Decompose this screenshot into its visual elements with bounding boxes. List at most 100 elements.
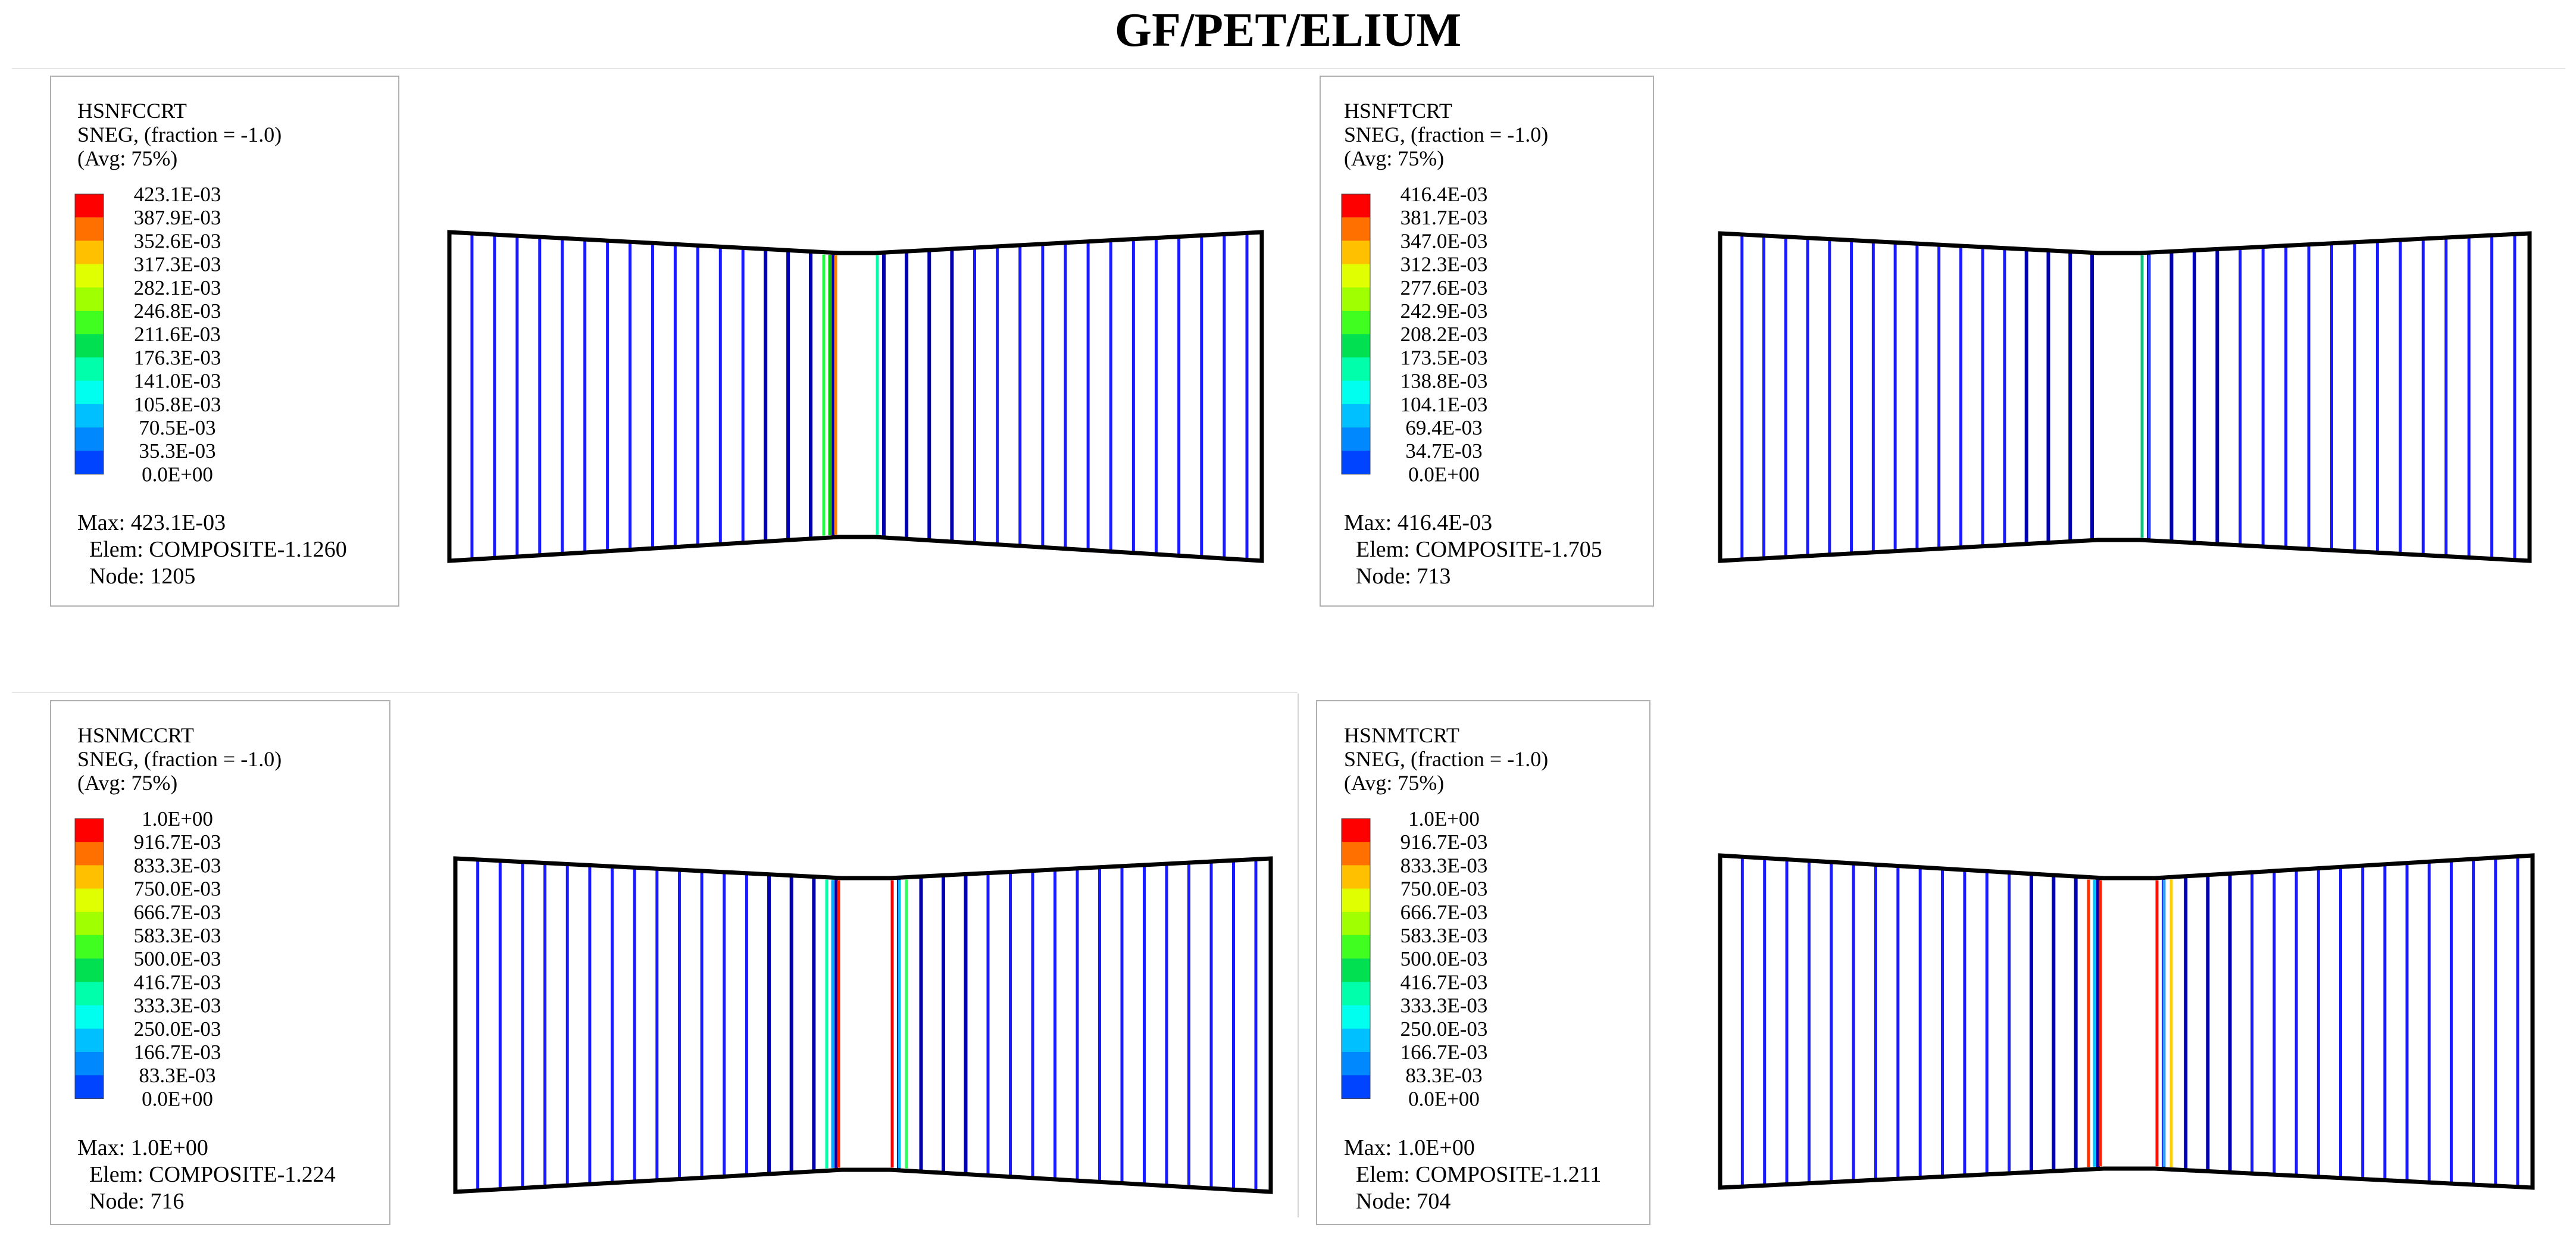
specimen-hsnftcrt (1718, 231, 2532, 563)
legend-color-swatch (1342, 865, 1370, 889)
legend-color-swatch (75, 1075, 104, 1099)
legend-hsnmccrt: HSNMCCRT SNEG, (fraction = -1.0) (Avg: 7… (50, 700, 390, 1225)
legend-max: Max: 416.4E-03 (1344, 510, 1492, 535)
legend-tick-label: 833.3E-03 (1400, 854, 1488, 877)
legend-color-swatch (75, 357, 104, 382)
legend-tick-label: 583.3E-03 (134, 924, 221, 947)
legend-tick-label: 333.3E-03 (1400, 994, 1488, 1017)
legend-color-swatch (75, 241, 104, 265)
legend-tick-labels: 1.0E+00 916.7E-03 833.3E-03 750.0E-03 66… (134, 807, 221, 1110)
legend-tick-label: 69.4E-03 (1405, 416, 1482, 439)
legend-color-swatch (1342, 958, 1370, 982)
panel-hsnfccrt: HSNFCCRT SNEG, (fraction = -1.0) (Avg: 7… (0, 71, 1298, 607)
legend-elem: Elem: COMPOSITE-1.224 (89, 1162, 336, 1187)
legend-color-swatch (75, 1005, 104, 1029)
legend-tick-label: 416.7E-03 (1400, 970, 1488, 994)
legend-color-swatch (75, 311, 104, 335)
legend-color-swatch (1342, 404, 1370, 428)
legend-hsnfccrt: HSNFCCRT SNEG, (fraction = -1.0) (Avg: 7… (50, 76, 399, 607)
specimen-hsnmccrt (453, 856, 1273, 1194)
legend-tick-label: 416.4E-03 (1400, 183, 1488, 206)
legend-node: Node: 704 (1356, 1189, 1450, 1214)
legend-color-swatch (75, 819, 104, 842)
legend-color-swatch (75, 888, 104, 913)
legend-tick-label: 34.7E-03 (1405, 439, 1482, 463)
legend-tick-label: 282.1E-03 (134, 276, 221, 299)
legend-tick-label: 750.0E-03 (1400, 877, 1488, 901)
legend-color-swatch (1342, 287, 1370, 311)
legend-color-swatch (1342, 451, 1370, 474)
legend-tick-label: 500.0E-03 (134, 947, 221, 970)
legend-tick-label: 1.0E+00 (1408, 807, 1480, 830)
legend-tick-label: 141.0E-03 (134, 370, 221, 393)
legend-color-swatch (1342, 911, 1370, 936)
legend-tick-label: 0.0E+00 (142, 1087, 213, 1110)
legend-color-swatch (75, 1052, 104, 1076)
legend-tick-label: 0.0E+00 (142, 463, 213, 486)
legend-elem: Elem: COMPOSITE-1.1260 (89, 537, 347, 562)
legend-tick-label: 833.3E-03 (134, 854, 221, 877)
legend-tick-label: 0.0E+00 (1408, 1087, 1480, 1110)
legend-tick-labels: 423.1E-03 387.9E-03 352.6E-03 317.3E-03 … (134, 183, 221, 486)
panel-hsnftcrt-svg: HSNFTCRT SNEG, (fraction = -1.0) (Avg: 7… (1320, 76, 2532, 607)
legend-hsnftcrt: HSNFTCRT SNEG, (fraction = -1.0) (Avg: 7… (1320, 76, 1654, 607)
legend-swatch-frame (1341, 818, 1371, 1099)
legend-swatches (1341, 818, 1371, 1099)
legend-tick-label: 83.3E-03 (139, 1064, 215, 1087)
legend-tick-label: 138.8E-03 (1400, 370, 1488, 393)
legend-tick-label: 666.7E-03 (1400, 901, 1488, 924)
legend-node: Node: 1205 (89, 564, 195, 589)
legend-node: Node: 716 (89, 1189, 184, 1214)
specimen-outline (453, 856, 1273, 1194)
specimen-outline (1718, 231, 2532, 563)
legend-elem: Elem: COMPOSITE-1.211 (1356, 1162, 1601, 1187)
legend-average: (Avg: 75%) (1344, 146, 1444, 170)
legend-tick-labels: 1.0E+00 916.7E-03 833.3E-03 750.0E-03 66… (1400, 807, 1488, 1110)
legend-tick-label: 176.3E-03 (134, 346, 221, 369)
legend-color-swatch (75, 451, 104, 474)
legend-swatch-frame (1341, 193, 1371, 474)
specimen-hsnfccrt (447, 230, 1264, 563)
legend-node: Node: 713 (1356, 564, 1450, 589)
legend-color-swatch (1342, 217, 1370, 241)
legend-color-swatch (75, 264, 104, 288)
legend-tick-label: 416.7E-03 (134, 970, 221, 994)
legend-color-swatch (1342, 1005, 1370, 1029)
legend-elem: Elem: COMPOSITE-1.705 (1356, 537, 1602, 562)
legend-average: (Avg: 75%) (1344, 771, 1444, 795)
legend-color-swatch (75, 427, 104, 451)
legend-color-swatch (75, 865, 104, 889)
legend-tick-label: 666.7E-03 (134, 901, 221, 924)
legend-subtitle: SNEG, (fraction = -1.0) (77, 747, 282, 771)
legend-color-swatch (75, 842, 104, 866)
top-divider (12, 68, 2565, 69)
legend-color-swatch (75, 287, 104, 311)
legend-tick-label: 35.3E-03 (139, 439, 215, 463)
legend-tick-label: 246.8E-03 (134, 299, 221, 323)
legend-color-swatch (75, 982, 104, 1006)
legend-subtitle: SNEG, (fraction = -1.0) (1344, 123, 1548, 146)
legend-color-swatch (1342, 1075, 1370, 1099)
legend-color-swatch (1342, 1028, 1370, 1053)
legend-tick-label: 352.6E-03 (134, 229, 221, 252)
legend-color-swatch (1342, 842, 1370, 866)
panel-hsnmccrt: HSNMCCRT SNEG, (fraction = -1.0) (Avg: 7… (0, 699, 1298, 1235)
legend-color-swatch (1342, 357, 1370, 382)
legend-tick-label: 105.8E-03 (134, 393, 221, 416)
legend-swatch-frame (74, 818, 104, 1099)
legend-color-swatch (75, 911, 104, 936)
legend-tick-label: 423.1E-03 (134, 183, 221, 206)
legend-tick-label: 381.7E-03 (1400, 206, 1488, 229)
legend-swatches (1341, 193, 1371, 474)
legend-variable: HSNMCCRT (77, 723, 194, 747)
legend-tick-label: 83.3E-03 (1405, 1064, 1482, 1087)
legend-tick-label: 211.6E-03 (134, 323, 221, 346)
legend-tick-label: 166.7E-03 (134, 1041, 221, 1064)
legend-tick-label: 500.0E-03 (1400, 947, 1488, 970)
legend-tick-label: 250.0E-03 (134, 1017, 221, 1041)
middle-divider-left (12, 692, 1298, 693)
legend-tick-label: 242.9E-03 (1400, 299, 1488, 323)
legend-hsnmtcrt: HSNMTCRT SNEG, (fraction = -1.0) (Avg: 7… (1316, 700, 1650, 1225)
legend-box (1316, 700, 1650, 1225)
legend-swatches (74, 818, 104, 1099)
